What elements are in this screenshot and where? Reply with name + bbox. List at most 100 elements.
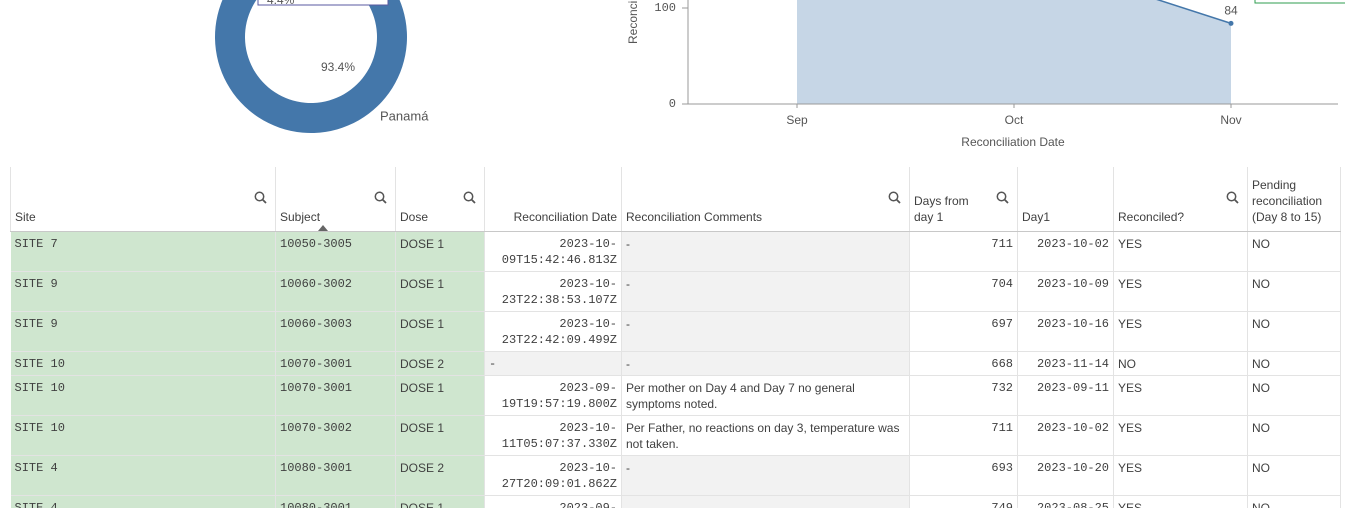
table-cell: 749 [909,495,1018,508]
table-cell: DOSE 1 [395,271,485,312]
table-cell: 732 [909,375,1018,416]
table-cell: DOSE 1 [395,495,485,508]
table-cell: YES [1113,231,1248,272]
table-cell: SITE 4 [10,495,276,508]
slice-label: 4.4% [267,0,295,7]
table-row: SITE 4 10080-3001 DOSE 1 2023-09- -749 2023-0… [10,495,1341,508]
column-title: Days from day 1 [914,194,969,224]
search-icon[interactable] [888,191,901,204]
table-cell: 2023-10-09T15:42:46.813Z [484,231,622,272]
column-header[interactable]: Site [10,167,276,232]
table-row: SITE 7 10050-3005 DOSE 1 2023-10-09T15:42:4… [10,231,1341,272]
table-cell: DOSE 2 [395,455,485,496]
column-title: Reconciliation Comments [626,210,763,224]
data-table: Site Subject Dose Reconciliation Date Reconc… [10,167,1341,508]
table-cell: 2023-08-25 [1017,495,1114,508]
table-cell: 2023-10-11T05:07:37.330Z [484,415,622,456]
table-cell: - [621,495,910,508]
column-header[interactable]: Reconciliation Comments [621,167,910,232]
table-cell: YES [1113,455,1248,496]
table-cell: 10070-3002 [275,415,396,456]
table-cell: NO [1247,351,1341,376]
table-cell: NO [1247,415,1341,456]
point [1228,20,1234,26]
table-cell: DOSE 1 [395,375,485,416]
table-cell: NO [1247,455,1341,496]
table-cell: NO [1247,495,1341,508]
x-tick-label: Oct [1005,113,1024,127]
table-cell: 2023-10-23T22:38:53.107Z [484,271,622,312]
table-cell: YES [1113,415,1248,456]
search-icon[interactable] [463,191,476,204]
table-cell: 2023-10-02 [1017,231,1114,272]
column-title: Subject [280,210,321,224]
x-tick-label: Sep [786,113,808,127]
area [797,0,1231,104]
table-cell: 10080-3001 [275,495,396,508]
y-axis-title: Reconci [626,1,640,44]
search-icon[interactable] [1226,191,1239,204]
table-cell: NO [1247,231,1341,272]
table-cell: NO [1247,311,1341,352]
column-title: Dose [400,210,429,224]
button-edge [1254,0,1345,4]
table-cell: 10080-3001 [275,455,396,496]
column-header[interactable]: Dose [395,167,485,232]
table-cell: - [621,311,910,352]
sort-indicator [318,225,328,231]
table-cell: NO [1247,375,1341,416]
table-row: SITE 10 10070-3001 DOSE 1 2023-09-19T19:57:… [10,375,1341,416]
column-title: Pending reconciliation (Day 8 to 15) [1252,178,1323,224]
table-cell: 2023-10-09 [1017,271,1114,312]
table-cell: 2023-09- [484,495,622,508]
table-cell: 10070-3001 [275,351,396,376]
y-tick-label: 0 [669,97,676,111]
charts: 4.4% 93.4% Panamá 84 0 100 Sep Oct Nov Reconcilia… [215,0,1345,149]
table-cell: NO [1247,271,1341,312]
table-cell: 693 [909,455,1018,496]
search-icon[interactable] [374,191,387,204]
column-header[interactable]: Subject [275,167,396,232]
table-cell: 711 [909,231,1018,272]
table-cell: YES [1113,375,1248,416]
table-cell: 2023-10-20 [1017,455,1114,496]
table-cell: 2023-09-11 [1017,375,1114,416]
table-cell: 2023-11-14 [1017,351,1114,376]
table-cell: - [621,455,910,496]
header-row: Site Subject Dose Reconciliation Date Reconc… [10,167,1341,232]
table-cell: 10060-3002 [275,271,396,312]
column-title: Site [15,210,36,224]
search-icon[interactable] [254,191,267,204]
table-cell: - [621,271,910,312]
tooltip-box [257,0,389,6]
table-cell: 10050-3005 [275,231,396,272]
table-cell: SITE 10 [10,351,276,376]
table-cell: 711 [909,415,1018,456]
column-title: Reconciled? [1118,210,1185,224]
x-axis-title: Reconciliation Date [961,135,1065,149]
slice-label: 93.4% [321,60,355,74]
table-cell: 697 [909,311,1018,352]
line [1156,0,1232,25]
table-row: SITE 10 10070-3002 DOSE 1 2023-10-11T05:07:… [10,415,1341,456]
table-cell: - [621,231,910,272]
table-cell: SITE 10 [10,375,276,416]
table-cell: DOSE 1 [395,231,485,272]
table-cell: 2023-10-27T20:09:01.862Z [484,455,622,496]
table-cell: NO [1113,351,1248,376]
table-cell: YES [1113,311,1248,352]
table-row: SITE 4 10080-3001 DOSE 2 2023-10-27T20:09:0… [10,455,1341,496]
search-icon[interactable] [996,191,1009,204]
table-cell: Per Father, no reactions on day 3, tempe… [621,415,910,456]
x-tick-label: Nov [1220,113,1241,127]
column-header[interactable]: Reconciled? [1113,167,1248,232]
table-cell: - [484,351,622,376]
donut-slice [215,0,407,133]
table-cell: DOSE 2 [395,351,485,376]
table-cell: 2023-10-23T22:42:09.499Z [484,311,622,352]
data-label: 84 [1224,4,1238,18]
column-header[interactable]: Days from day 1 [909,167,1018,232]
table-cell: DOSE 1 [395,415,485,456]
table-cell: 2023-10-16 [1017,311,1114,352]
